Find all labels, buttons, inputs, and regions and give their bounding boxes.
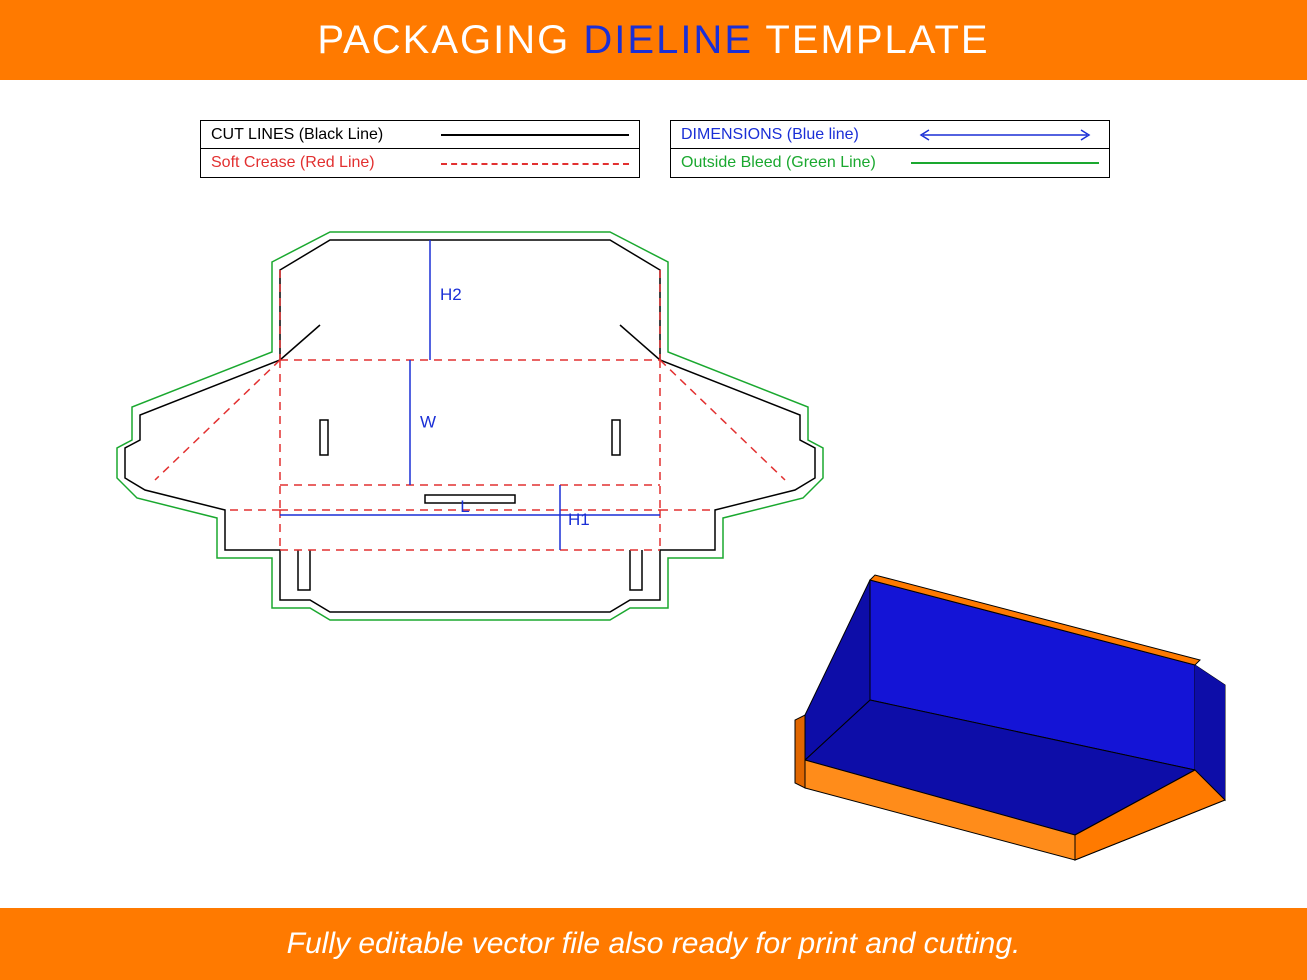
footer-banner: Fully editable vector file also ready fo… <box>0 908 1307 980</box>
legend-row: Soft Crease (Red Line) <box>201 149 639 177</box>
svg-text:H2: H2 <box>440 285 462 304</box>
header-part2: DIELINE <box>583 18 753 62</box>
legend-row: Outside Bleed (Green Line) <box>671 149 1109 177</box>
legend-left: CUT LINES (Black Line) Soft Crease (Red L… <box>200 120 640 178</box>
legend: CUT LINES (Black Line) Soft Crease (Red L… <box>200 120 1120 178</box>
legend-row: DIMENSIONS (Blue line) <box>671 121 1109 149</box>
legend-label: Soft Crease (Red Line) <box>211 154 441 172</box>
legend-sample <box>441 125 629 145</box>
header-title: PACKAGING DIELINE TEMPLATE <box>317 18 989 63</box>
dieline-diagram: H2 W L H1 <box>110 200 830 700</box>
legend-sample <box>911 153 1099 173</box>
legend-right: DIMENSIONS (Blue line) Outside Bleed (Gr… <box>670 120 1110 178</box>
legend-row: CUT LINES (Black Line) <box>201 121 639 149</box>
legend-sample <box>441 153 629 173</box>
svg-text:L: L <box>460 497 469 516</box>
box-3d-svg <box>790 550 1260 870</box>
svg-text:W: W <box>420 413 436 432</box>
legend-sample <box>911 125 1099 145</box>
legend-label: DIMENSIONS (Blue line) <box>681 126 911 144</box>
header-banner: PACKAGING DIELINE TEMPLATE <box>0 0 1307 80</box>
svg-text:H1: H1 <box>568 510 590 529</box>
box-3d-render <box>790 550 1260 870</box>
header-part3: TEMPLATE <box>753 18 990 62</box>
legend-label: Outside Bleed (Green Line) <box>681 154 911 172</box>
footer-text: Fully editable vector file also ready fo… <box>287 927 1021 961</box>
legend-label: CUT LINES (Black Line) <box>211 126 441 144</box>
header-part1: PACKAGING <box>317 18 583 62</box>
dieline-svg: H2 W L H1 <box>110 200 830 700</box>
